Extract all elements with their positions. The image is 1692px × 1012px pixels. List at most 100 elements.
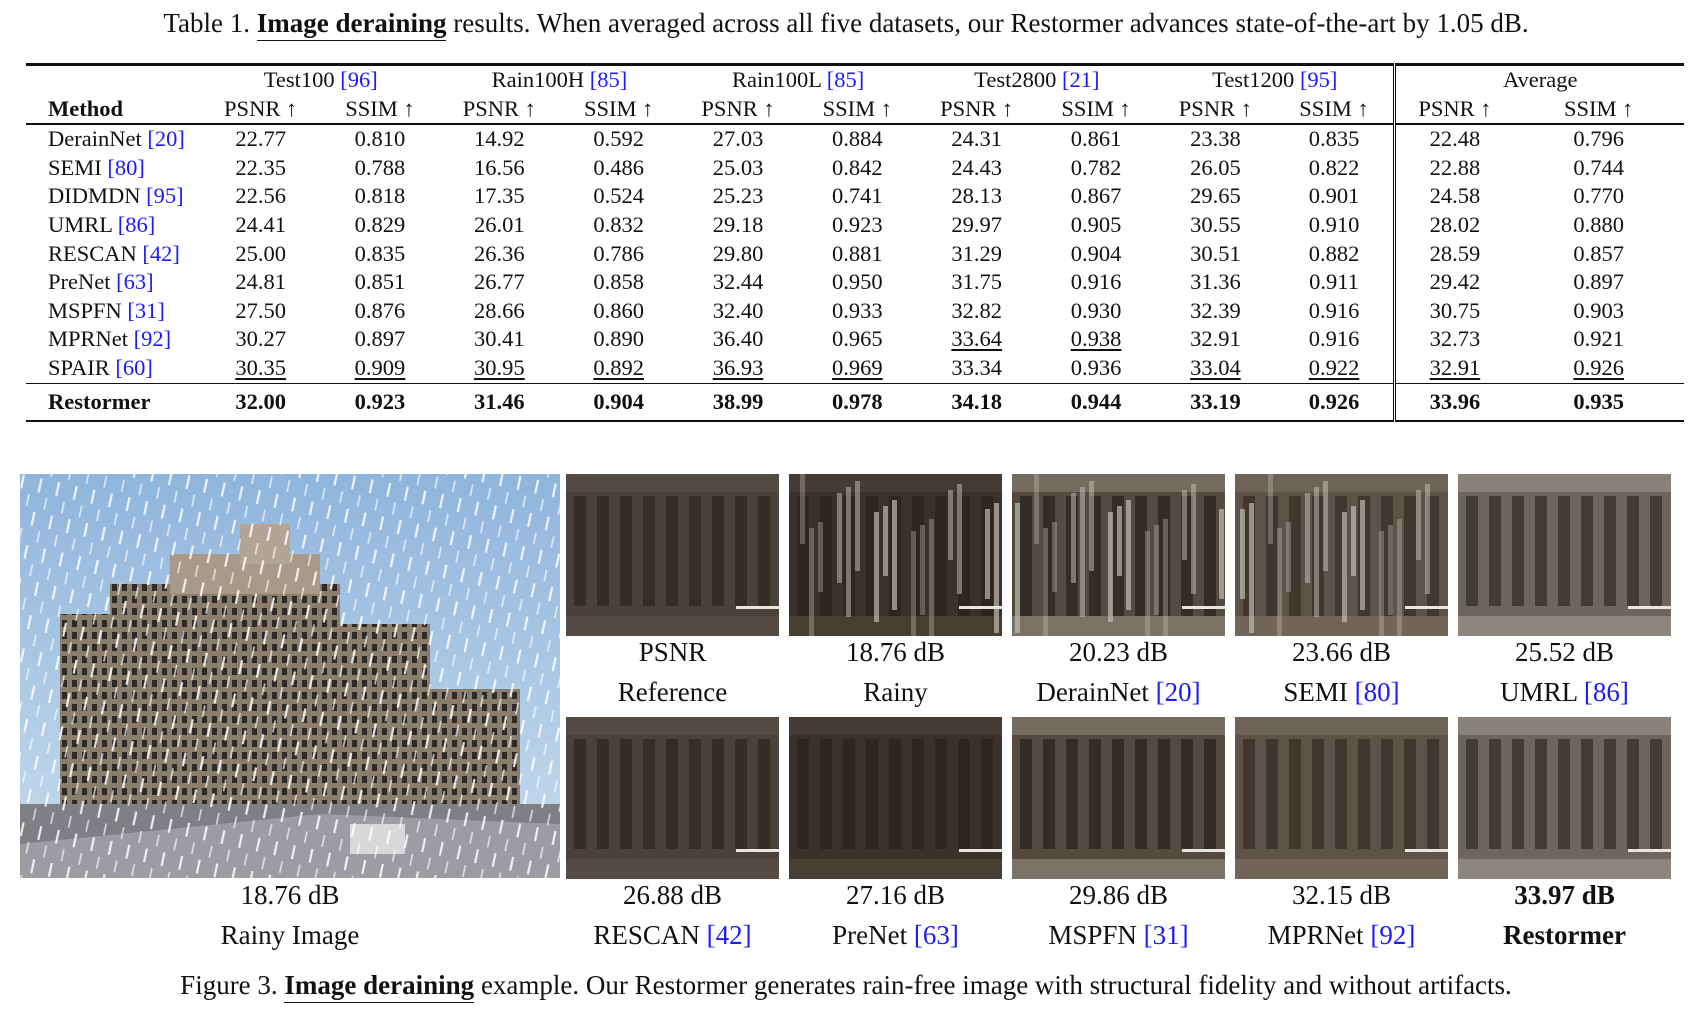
ssim-cell: 0.926: [1274, 382, 1395, 423]
value-text: 0.904: [1070, 240, 1122, 266]
value-text: 32.91: [1429, 354, 1481, 380]
value-text: 0.867: [1070, 183, 1122, 209]
ssim-cell: 0.938: [1036, 325, 1156, 354]
ssim-cell: 0.910: [1275, 211, 1395, 240]
patch-image: [1012, 474, 1225, 636]
patch-citation[interactable]: [20]: [1148, 677, 1201, 707]
value-text: 34.18: [951, 388, 1003, 414]
figure-caption: Figure 3. Image deraining example. Our R…: [0, 970, 1692, 1003]
results-table: Test100 [96] Rain100H [85] Rain100L [85] Te…: [26, 62, 1684, 423]
ssim-cell: 0.965: [797, 325, 917, 354]
value-text: 32.82: [951, 297, 1003, 323]
psnr-cell: 29.18: [679, 211, 797, 240]
method-citation[interactable]: [60]: [109, 354, 153, 380]
method-name: SPAIR: [48, 354, 110, 380]
value-text: 28.02: [1429, 211, 1481, 237]
patch-method-name: UMRL: [1500, 677, 1578, 707]
method-citation[interactable]: [80]: [101, 154, 145, 180]
psnr-cell: 23.38: [1156, 124, 1274, 154]
rainy-image: [20, 474, 560, 878]
psnr-header: PSNR ↑: [1156, 94, 1275, 126]
psnr-cell: 32.73: [1393, 325, 1514, 354]
value-text: 26.36: [474, 240, 525, 266]
psnr-cell: 24.81: [201, 268, 319, 297]
psnr-cell: 33.04: [1156, 354, 1274, 383]
psnr-cell: 31.36: [1156, 268, 1274, 297]
ssim-header: SSIM ↑: [558, 94, 679, 126]
patch-citation[interactable]: [42]: [699, 920, 752, 950]
psnr-cell: 22.48: [1393, 124, 1514, 154]
patch-psnr: 32.15 dB: [1291, 880, 1391, 910]
psnr-cell: 32.91: [1156, 325, 1274, 354]
method-cell: MPRNet [92]: [26, 325, 201, 354]
value-text: 24.31: [951, 126, 1003, 152]
psnr-cell: 29.80: [679, 240, 797, 269]
patch-citation[interactable]: [31]: [1136, 920, 1189, 950]
ssim-cell: 0.903: [1513, 297, 1684, 326]
dataset-citation[interactable]: [96]: [334, 67, 378, 92]
rainy-image-psnr: 18.76 dB: [240, 880, 340, 910]
psnr-cell: 32.00: [201, 382, 320, 423]
psnr-header: PSNR ↑: [440, 94, 559, 126]
patch-psnr: PSNR: [638, 637, 707, 667]
patch-citation[interactable]: [63]: [907, 920, 959, 950]
dataset-citation[interactable]: [21]: [1056, 67, 1100, 92]
method-citation[interactable]: [31]: [121, 297, 165, 323]
dataset-citation[interactable]: [85]: [821, 67, 865, 92]
psnr-cell: 22.88: [1393, 153, 1514, 183]
patch-citation[interactable]: [80]: [1347, 677, 1400, 707]
ssim-cell: 0.921: [1513, 325, 1684, 354]
ssim-cell: 0.916: [1275, 297, 1395, 326]
value-text: 0.978: [832, 388, 883, 414]
method-citation[interactable]: [92]: [128, 326, 172, 352]
value-text: 26.77: [474, 269, 525, 295]
ssim-cell: 0.857: [1513, 240, 1684, 269]
psnr-cell: 30.75: [1393, 296, 1514, 326]
dataset-header: Average: [1393, 62, 1684, 95]
method-name: RESCAN: [48, 240, 137, 266]
dataset-citation[interactable]: [85]: [584, 67, 628, 92]
ssim-cell: 0.842: [797, 154, 917, 183]
patch-image: [1458, 474, 1671, 636]
ssim-cell: 0.829: [320, 211, 440, 240]
value-text: 32.73: [1429, 326, 1481, 352]
ssim-cell: 0.935: [1513, 382, 1684, 423]
method-citation[interactable]: [42]: [136, 240, 180, 266]
method-citation[interactable]: [95]: [140, 183, 184, 209]
value-text: 22.56: [235, 183, 286, 209]
patch-image: [789, 717, 1002, 879]
value-text: 22.48: [1429, 126, 1481, 152]
method-citation[interactable]: [20]: [141, 126, 185, 152]
psnr-cell: 28.59: [1393, 239, 1514, 269]
value-text: 30.75: [1429, 297, 1481, 323]
patch-psnr: 29.86 dB: [1068, 880, 1168, 910]
value-text: 0.909: [354, 354, 406, 380]
dataset-citation[interactable]: [95]: [1294, 67, 1338, 92]
method-header: Method: [26, 94, 202, 126]
psnr-cell: 27.50: [201, 297, 319, 326]
method-citation[interactable]: [86]: [112, 211, 156, 237]
patch-psnr: 26.88 dB: [622, 880, 722, 910]
value-text: 29.97: [951, 211, 1003, 237]
ssim-cell: 0.916: [1275, 325, 1395, 354]
value-text: 22.77: [235, 126, 286, 152]
value-text: 0.881: [832, 240, 883, 266]
restormer-row: Restormer 32.00 0.923 31.46 0.904 38.99 0.978 3…: [26, 382, 1684, 423]
method-cell: RESCAN [42]: [26, 240, 201, 269]
patch-citation[interactable]: [86]: [1577, 677, 1629, 707]
table-row: MPRNet [92] 30.27 0.897 30.41 0.890 36.40 0.96…: [26, 325, 1684, 354]
patch-method-name: Reference: [617, 677, 728, 707]
value-text: 0.857: [1573, 240, 1624, 266]
value-text: 32.39: [1190, 297, 1241, 323]
method-cell: DIDMDN [95]: [26, 182, 201, 211]
psnr-cell: 28.02: [1393, 210, 1514, 240]
dataset-header: Rain100H [85]: [440, 62, 679, 95]
method-name: PreNet: [48, 269, 111, 295]
psnr-header: PSNR ↑: [1393, 94, 1514, 126]
value-text: 0.933: [832, 297, 883, 323]
psnr-cell: 27.03: [679, 124, 797, 154]
patch-citation[interactable]: [92]: [1363, 920, 1416, 950]
value-text: 0.916: [1308, 326, 1360, 352]
value-text: 24.41: [235, 211, 286, 237]
method-citation[interactable]: [63]: [110, 269, 154, 295]
